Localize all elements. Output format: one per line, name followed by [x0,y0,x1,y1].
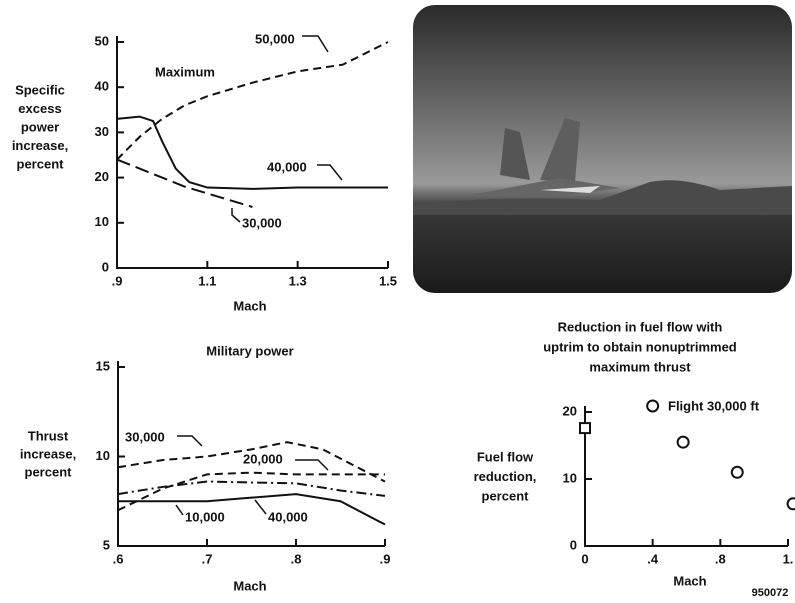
leader-line [177,436,202,446]
y-tick-label: 10 [563,470,577,485]
y-tick-label: 30 [95,124,109,139]
chart-title: uptrim to obtain nonuptrimmed [543,339,737,354]
series-line [117,42,388,160]
y-axis-label: increase, [12,138,68,153]
series-label: 50,000 [255,31,295,46]
y-tick-label: 10 [96,448,110,463]
y-axis-label: power [21,119,59,134]
x-tick-label: .6 [113,551,124,566]
y-tick-label: 50 [95,33,109,48]
figure: 950072 01020304050.91.11.31.5MaximumSpec… [0,0,795,603]
leader-line [232,208,240,222]
x-tick-label: 1.3 [289,273,307,288]
y-axis-label: Specific [15,82,65,97]
y-axis-label: percent [25,464,73,479]
leader-line [317,165,342,180]
point [678,437,689,448]
y-tick-label: 20 [95,169,109,184]
y-axis-label: percent [482,488,530,503]
y-tick-label: 10 [95,214,109,229]
x-axis-label: Mach [233,578,266,593]
series-label: 10,000 [185,509,225,524]
series-line [117,160,253,207]
x-tick-label: .9 [112,273,123,288]
x-tick-label: .4 [647,551,659,566]
x-tick-label: 1.5 [379,273,397,288]
x-tick-label: .7 [202,551,213,566]
x-tick-label: 1. [783,551,794,566]
chart-title: Reduction in fuel flow with [558,319,723,334]
y-axis-label: reduction, [474,469,537,484]
y-tick-label: 5 [103,537,110,552]
x-tick-label: 1.1 [198,273,216,288]
x-tick-label: .9 [380,551,391,566]
y-tick-label: 15 [96,358,110,373]
x-tick-label: 0 [581,551,588,566]
chart-title: Maximum [155,64,215,79]
axis-line [585,406,788,546]
point [788,498,795,509]
x-tick-label: .8 [291,551,302,566]
y-axis-label: excess [18,101,61,116]
series-label: 30,000 [242,215,282,230]
x-axis-label: Mach [673,573,706,588]
y-axis-label: Thrust [28,428,69,443]
leader-line [295,460,328,470]
series-line [117,117,388,189]
series-label: 40,000 [267,159,307,174]
y-tick-label: 0 [102,259,109,274]
x-axis-label: Mach [233,298,266,313]
series-label: 30,000 [125,429,165,444]
x-tick-label: .8 [715,551,726,566]
figure-number: 950072 [752,587,789,599]
leader-line [302,36,328,52]
point [647,400,658,411]
point [580,423,590,433]
series-line [118,482,385,496]
series-label: 20,000 [243,451,283,466]
series-label: 40,000 [268,509,308,524]
chart-title: Military power [206,343,293,358]
y-tick-label: 0 [570,537,577,552]
series-label: Flight 30,000 ft [668,398,760,413]
leader-line [255,500,266,514]
chart-title: maximum thrust [589,359,691,374]
photo [413,5,792,293]
series-line [118,494,385,524]
point [732,467,743,478]
leader-line [176,505,183,515]
y-axis-label: percent [17,156,65,171]
y-tick-label: 20 [563,403,577,418]
y-axis-label: Fuel flow [477,449,534,464]
y-axis-label: increase, [20,446,76,461]
y-tick-label: 40 [95,79,109,94]
